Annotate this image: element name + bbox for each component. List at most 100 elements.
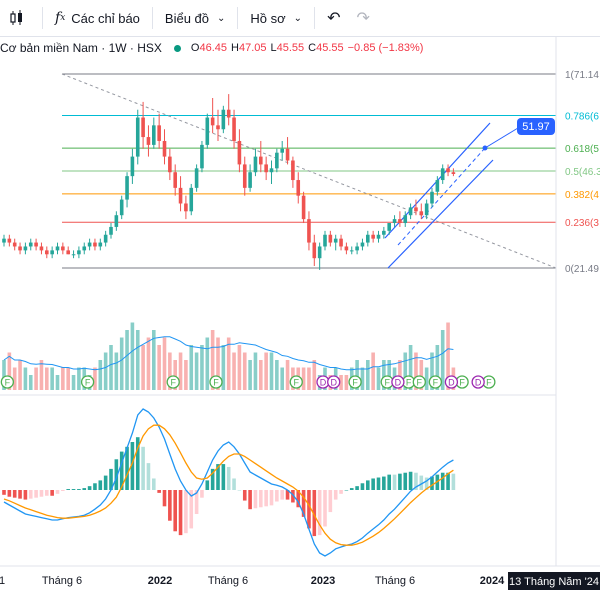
macd-histogram-bar bbox=[237, 490, 242, 491]
macd-histogram-bar bbox=[424, 477, 429, 490]
macd-histogram-bar bbox=[376, 477, 381, 490]
candle-body bbox=[387, 223, 391, 231]
macd-histogram-bar bbox=[178, 490, 183, 536]
fib-trend-line bbox=[61, 73, 557, 269]
signal-line bbox=[3, 424, 454, 546]
event-marker-label: F bbox=[417, 378, 423, 388]
volume-bar bbox=[157, 345, 161, 390]
candle-body bbox=[253, 156, 258, 173]
event-marker bbox=[209, 375, 223, 389]
target-price-tag bbox=[517, 118, 555, 135]
volume-bar bbox=[248, 360, 252, 390]
event-marker bbox=[444, 375, 459, 389]
candle-body bbox=[221, 109, 226, 130]
volume-bar bbox=[451, 367, 456, 390]
event-marker bbox=[482, 375, 496, 389]
macd-histogram-bar bbox=[360, 483, 365, 490]
redo-button[interactable]: ↷ bbox=[348, 0, 377, 36]
candle-body bbox=[130, 156, 135, 177]
candle-body bbox=[398, 219, 402, 224]
candle-body bbox=[135, 117, 140, 157]
crosshair-date-badge bbox=[508, 572, 600, 590]
volume-bar bbox=[291, 367, 295, 390]
macd-histogram-bar bbox=[7, 490, 12, 497]
candle-body bbox=[152, 125, 156, 145]
volume-bar bbox=[103, 352, 108, 390]
macd-histogram-bar bbox=[440, 472, 445, 490]
fib-level-label: 1(71.14 bbox=[565, 70, 599, 81]
volume-bar bbox=[264, 352, 268, 390]
volume-bar bbox=[210, 330, 215, 390]
volume-bar bbox=[226, 337, 231, 390]
event-marker bbox=[327, 375, 341, 389]
candle-body bbox=[339, 238, 343, 247]
candle-body bbox=[301, 195, 306, 220]
candle-body bbox=[232, 117, 236, 141]
candle-body bbox=[168, 156, 172, 173]
candle-body bbox=[366, 234, 370, 243]
macd-histogram-bar bbox=[157, 490, 161, 493]
volume-bar bbox=[18, 360, 22, 390]
macd-histogram-bar bbox=[23, 490, 28, 500]
volume-bar bbox=[7, 352, 12, 390]
macd-histogram-bar bbox=[248, 490, 252, 510]
macd-histogram-bar bbox=[221, 464, 226, 490]
volume-bar bbox=[349, 367, 354, 390]
undo-button[interactable]: ↶ bbox=[319, 0, 348, 36]
volume-bar bbox=[146, 337, 151, 390]
candle-body bbox=[12, 242, 17, 247]
volume-bar bbox=[355, 360, 359, 390]
candle-body bbox=[376, 234, 381, 239]
candle-body bbox=[216, 125, 220, 130]
macd-histogram-bar bbox=[317, 490, 322, 536]
candle-body bbox=[23, 246, 28, 251]
candle-body bbox=[424, 203, 429, 216]
macd-histogram-bar bbox=[285, 490, 290, 500]
chevron-down-icon: ⌄ bbox=[217, 12, 226, 24]
macd-histogram-bar bbox=[242, 490, 247, 501]
time-axis-label: 1 bbox=[0, 575, 5, 587]
volume-bar bbox=[242, 352, 247, 390]
symbol-title[interactable]: Cơ bản miền Nam · 1W · HSX bbox=[0, 41, 162, 55]
event-marker bbox=[289, 375, 303, 389]
chart-type-button[interactable]: Biểu đồ ⌄ bbox=[157, 0, 233, 36]
volume-bar bbox=[317, 375, 322, 390]
candle-body bbox=[344, 246, 349, 251]
volume-bar bbox=[408, 345, 413, 390]
macd-histogram-bar bbox=[216, 464, 220, 490]
candle-body bbox=[419, 211, 424, 216]
candle-body bbox=[184, 203, 188, 212]
macd-histogram-bar bbox=[280, 490, 284, 500]
volume-bar bbox=[162, 337, 167, 390]
time-axis-label: 2024 bbox=[480, 575, 505, 587]
candle-body bbox=[403, 215, 408, 224]
volume-bar bbox=[98, 360, 103, 390]
macd-histogram-bar bbox=[45, 490, 49, 496]
candle-body bbox=[210, 117, 215, 126]
volume-bar bbox=[323, 367, 327, 390]
volume-bar bbox=[82, 367, 87, 390]
chart-style-button[interactable] bbox=[0, 0, 38, 36]
candle-body bbox=[307, 219, 311, 243]
candle-body bbox=[114, 215, 119, 227]
macd-histogram-bar bbox=[98, 480, 103, 490]
candle-body bbox=[275, 152, 279, 169]
candle-body bbox=[296, 180, 301, 196]
macd-histogram-bar bbox=[451, 473, 456, 490]
profile-button[interactable]: Hồ sơ ⌄ bbox=[242, 0, 310, 36]
toolbar-divider bbox=[42, 7, 43, 29]
volume-bar bbox=[275, 360, 279, 390]
time-axis-label: Tháng 6 bbox=[42, 575, 82, 587]
event-marker bbox=[471, 375, 485, 389]
macd-histogram-bar bbox=[349, 488, 354, 490]
volume-bar bbox=[221, 345, 226, 390]
macd-histogram-bar bbox=[82, 488, 87, 490]
macd-histogram-bar bbox=[141, 446, 145, 490]
macd-histogram-bar bbox=[71, 489, 76, 490]
candle-body bbox=[430, 191, 434, 204]
macd-histogram-bar bbox=[408, 471, 413, 490]
ohlc-close: C45.55 bbox=[308, 42, 344, 54]
